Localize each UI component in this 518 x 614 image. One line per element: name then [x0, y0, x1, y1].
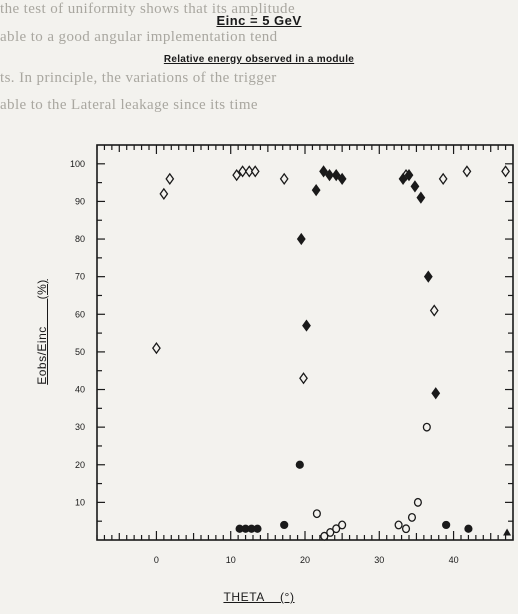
- x-tick-label: 40: [449, 555, 459, 565]
- filled-diamond-marker: [337, 172, 347, 185]
- y-tick-label: 90: [75, 196, 85, 206]
- filled-circle-marker: [253, 524, 262, 533]
- open-diamond-marker: [429, 304, 439, 317]
- open-circle-marker: [407, 512, 417, 522]
- background-text-line: the test of uniformity shows that its am…: [0, 1, 296, 17]
- open-circle-marker: [326, 528, 335, 537]
- filled-diamond-marker: [398, 172, 408, 185]
- y-tick-label: 70: [75, 272, 85, 282]
- y-tick-label: 30: [75, 422, 85, 432]
- open-diamond-marker: [244, 165, 254, 178]
- background-text-line: able to a good angular implementation te…: [0, 29, 278, 45]
- x-tick-label: 10: [226, 555, 236, 565]
- filled-diamond-marker: [431, 387, 441, 400]
- y-tick-label: 60: [75, 309, 85, 319]
- y-axis-label: Eobs/Einc (%): [35, 279, 49, 385]
- plot-frame: [96, 144, 514, 541]
- filled-circle-marker: [280, 520, 289, 530]
- filled-diamond-marker: [311, 184, 321, 197]
- filled-diamond-marker: [325, 168, 334, 182]
- y-tick-label: 80: [75, 234, 85, 244]
- open-diamond-marker: [165, 172, 175, 185]
- chart-title: Einc = 5 GeV: [216, 13, 302, 28]
- open-circle-marker: [422, 422, 431, 432]
- open-diamond-marker: [438, 172, 448, 185]
- y-tick-label: 20: [75, 460, 85, 470]
- filled-circle-marker: [464, 524, 473, 533]
- filled-circle-marker: [295, 460, 304, 469]
- y-tick-label: 40: [75, 385, 85, 395]
- open-circle-marker: [320, 531, 329, 541]
- open-circle-marker: [413, 497, 422, 507]
- y-tick-label: 50: [75, 347, 85, 357]
- open-circle-marker: [401, 524, 411, 534]
- filled-diamond-marker: [319, 165, 328, 178]
- open-diamond-marker: [501, 165, 510, 178]
- filled-triangle-marker: [503, 528, 512, 536]
- filled-diamond-marker: [331, 168, 341, 182]
- open-diamond-marker: [250, 165, 260, 178]
- chart-subtitle: Relative energy observed in a module: [163, 54, 355, 65]
- filled-circle-marker: [442, 520, 451, 530]
- open-diamond-marker: [299, 372, 308, 385]
- x-axis-label: THETA (°): [223, 590, 295, 604]
- open-circle-marker: [338, 520, 347, 530]
- open-diamond-marker: [462, 165, 472, 178]
- open-diamond-marker: [159, 187, 169, 201]
- open-diamond-marker: [232, 168, 242, 182]
- filled-diamond-marker: [404, 168, 414, 182]
- open-diamond-marker: [152, 342, 161, 355]
- filled-diamond-marker: [296, 232, 306, 246]
- open-diamond-marker: [279, 172, 289, 185]
- filled-diamond-marker: [423, 270, 433, 283]
- x-tick-label: 0: [154, 555, 159, 565]
- background-text-line: ts. In principle, the variations of the …: [0, 70, 277, 86]
- open-circle-marker: [312, 509, 321, 519]
- open-diamond-marker: [238, 165, 248, 178]
- y-tick-label: 10: [75, 497, 85, 507]
- x-tick-label: 30: [374, 555, 384, 565]
- x-tick-label: 20: [300, 555, 310, 565]
- filled-diamond-marker: [416, 191, 426, 204]
- background-text-line: able to the Lateral leakage since its ti…: [0, 97, 258, 113]
- open-circle-marker: [332, 524, 341, 534]
- filled-diamond-marker: [410, 180, 420, 193]
- filled-diamond-marker: [302, 319, 311, 332]
- open-circle-marker: [394, 520, 403, 530]
- y-tick-label: 100: [70, 159, 85, 169]
